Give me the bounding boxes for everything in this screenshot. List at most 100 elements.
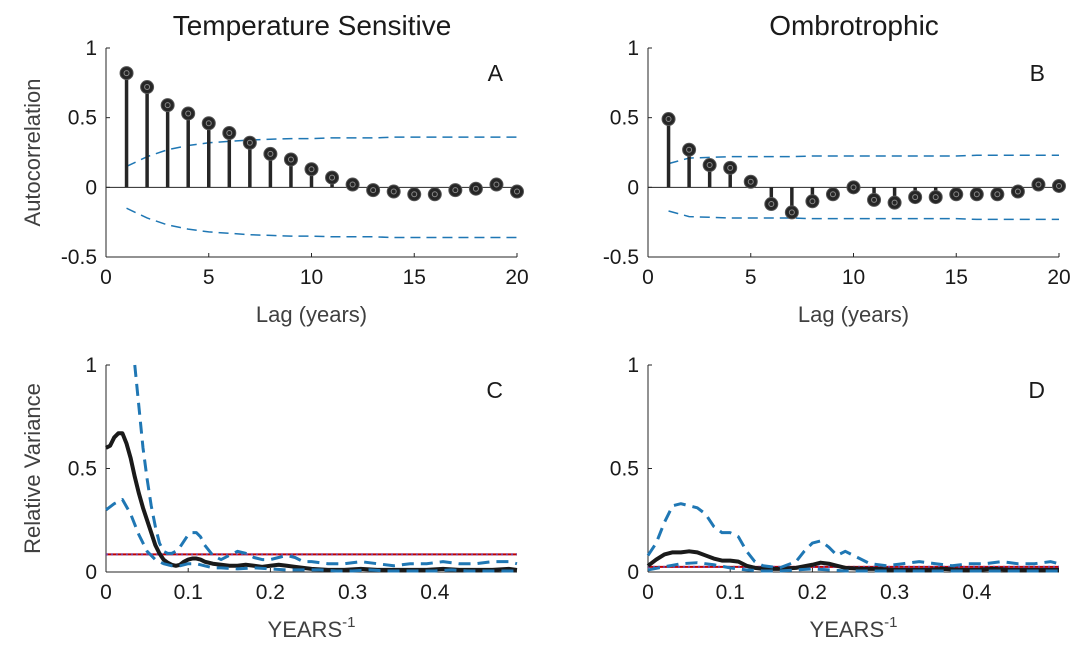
spectrum-line (646, 549, 1059, 572)
stem-marker-center (390, 188, 397, 195)
stem-marker (702, 158, 717, 173)
x-axis-label-superscript: -1 (884, 614, 897, 631)
stem-marker (784, 205, 799, 220)
stem-marker (928, 190, 943, 205)
y-tick-label: 0.5 (68, 107, 97, 130)
stem-marker (468, 181, 483, 196)
x-tick-label: 20 (1047, 266, 1070, 289)
stem-marker-center (144, 84, 151, 91)
stem-marker (366, 183, 381, 198)
stem-marker-center (1014, 188, 1021, 195)
stem-marker (407, 187, 422, 202)
stem-marker (345, 177, 360, 192)
column-title-left: Temperature Sensitive (173, 10, 452, 41)
stem-marker-center (768, 201, 775, 208)
stem-marker-center (329, 174, 336, 181)
x-tick-label: 0.4 (420, 581, 450, 604)
stem-marker (119, 66, 134, 81)
panel-letter: D (1028, 377, 1045, 403)
stem-marker-center (788, 209, 795, 216)
stem-marker-center (994, 191, 1001, 198)
stem-marker-center (871, 196, 878, 203)
stem-marker (949, 187, 964, 202)
stem-marker (1031, 177, 1046, 192)
stem-marker-center (829, 191, 836, 198)
stem-marker-center (747, 178, 754, 185)
x-axis-label-superscript: -1 (342, 614, 355, 631)
y-axis-label: Autocorrelation (20, 79, 45, 227)
x-tick-label: 0.2 (256, 581, 285, 604)
y-tick-label: 1 (85, 354, 97, 377)
x-tick-label: 0.4 (962, 581, 992, 604)
stem-marker (723, 160, 738, 175)
stem-marker (222, 125, 237, 140)
stem-marker-center (727, 164, 734, 171)
stem-marker (201, 116, 216, 131)
stem-marker-center (164, 102, 171, 109)
stem-marker (427, 187, 442, 202)
x-tick-label: 0.1 (174, 581, 203, 604)
y-tick-label: -0.5 (603, 246, 639, 269)
x-tick-label: 10 (842, 266, 865, 289)
lower-confidence-line (105, 498, 517, 573)
y-tick-label: 1 (627, 37, 639, 60)
x-tick-label: 0.1 (716, 581, 745, 604)
stem-marker-center (452, 187, 459, 194)
x-tick-label: 0.2 (798, 581, 827, 604)
stem-marker-center (267, 150, 274, 157)
x-tick-label: 0 (100, 266, 112, 289)
stem-marker-center (932, 194, 939, 201)
stem-marker-center (246, 139, 253, 146)
stem-marker-center (809, 198, 816, 205)
stem-marker (908, 190, 923, 205)
upper-confidence-line (133, 364, 518, 568)
stem-marker-center (226, 129, 233, 136)
y-tick-label: 0.5 (68, 458, 97, 481)
stem-marker-center (431, 191, 438, 198)
x-tick-label: 15 (403, 266, 426, 289)
stem-marker-center (205, 120, 212, 127)
x-axis-label-text: Lag (years) (256, 302, 367, 327)
upper-confidence-line (646, 502, 1060, 570)
y-axis-label: Relative Variance (20, 383, 45, 554)
x-axis-label: YEARS-1 (268, 614, 356, 642)
lower-confidence-bound (668, 210, 1059, 221)
y-tick-label: 1 (627, 354, 639, 377)
panel-d-spectrum: 0 0.1 0.2 0.3 0.4 0 0.5 1 D YEARS-1 (610, 354, 1060, 642)
stem-marker-center (665, 116, 672, 123)
upper-confidence-bound (126, 136, 517, 168)
x-tick-label: 0.3 (880, 581, 909, 604)
stem-marker-center (349, 181, 356, 188)
panel-letter: C (486, 377, 503, 403)
stem-marker-center (891, 199, 898, 206)
x-tick-label: 5 (745, 266, 757, 289)
stem-marker-center (411, 191, 418, 198)
stem-marker (1010, 184, 1025, 199)
panel-c-spectrum: 0 0.1 0.2 0.3 0.4 0 0.5 1 C YEARS-1 Relative Varia… (20, 354, 518, 642)
stem-marker (990, 187, 1005, 202)
y-tick-label: 1 (85, 37, 97, 60)
stem-marker (805, 194, 820, 209)
y-tick-label: 0.5 (610, 107, 639, 130)
stem-marker (160, 98, 175, 113)
stem-marker-center (472, 185, 479, 192)
stem-marker (283, 152, 298, 167)
stem-marker (764, 197, 779, 212)
y-tick-label: 0 (627, 561, 639, 584)
stem-marker (325, 170, 340, 185)
panel-letter: B (1030, 60, 1045, 86)
stem-marker-center (308, 166, 315, 173)
stem-marker (448, 183, 463, 198)
stem-marker-center (514, 188, 520, 195)
x-axis-label-text: Lag (years) (798, 302, 909, 327)
stem-marker-center (370, 187, 377, 194)
stem-marker (510, 184, 524, 199)
y-tick-label: 0.5 (610, 458, 639, 481)
x-axis-label: Lag (years) (256, 302, 367, 327)
stem-marker (743, 174, 758, 189)
x-tick-label: 0.3 (338, 581, 367, 604)
stem-marker (263, 146, 278, 161)
stem-marker (661, 112, 676, 127)
